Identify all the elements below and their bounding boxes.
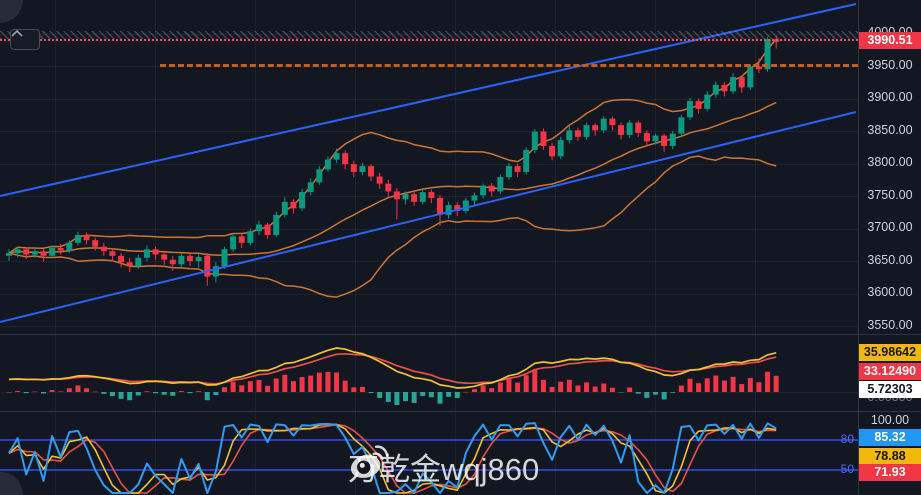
macd-panel bbox=[6, 347, 779, 405]
grid-line-horizontal bbox=[0, 34, 858, 35]
price-axis-label: 3850.00 bbox=[867, 123, 913, 137]
grid-line-vertical bbox=[255, 0, 256, 495]
grid-line-vertical bbox=[655, 0, 656, 495]
macd-badge-2: 5.72303 bbox=[859, 381, 921, 398]
ref-line-80-label: 80 bbox=[840, 432, 854, 446]
last-price-dotted-line[interactable] bbox=[0, 39, 858, 41]
candles bbox=[6, 35, 780, 286]
grid-line-vertical bbox=[455, 0, 456, 495]
stoch-badge-2: 71.93 bbox=[859, 464, 921, 481]
price-axis-label: 3550.00 bbox=[867, 318, 913, 332]
chart-canvas[interactable] bbox=[0, 0, 858, 495]
grid-line-vertical bbox=[755, 0, 756, 495]
macd-badge-1: 33.12490 bbox=[859, 363, 921, 380]
axis-separator[interactable] bbox=[858, 0, 859, 495]
parallel-channel[interactable] bbox=[0, 3, 857, 323]
last-price-badge: 3990.51 bbox=[859, 32, 921, 49]
collapse-drawing-button[interactable] bbox=[10, 29, 40, 50]
grid-line-horizontal bbox=[0, 164, 858, 165]
stoch-panel bbox=[0, 422, 858, 494]
price-axis-label: 3650.00 bbox=[867, 253, 913, 267]
stoch-badge-0: 85.32 bbox=[859, 429, 921, 446]
grid-line-horizontal bbox=[0, 294, 858, 295]
bollinger-bands bbox=[8, 38, 777, 298]
price-axis-label: 3750.00 bbox=[867, 188, 913, 202]
grid-line-vertical bbox=[55, 0, 56, 495]
watermark-text: 万乾金wqj860 bbox=[348, 452, 540, 487]
price-axis-label: 3600.00 bbox=[867, 285, 913, 299]
grid-line-horizontal bbox=[0, 131, 858, 132]
watermark: 万乾金wqj860 bbox=[348, 444, 539, 489]
grid-line-horizontal bbox=[0, 261, 858, 262]
resistance-dashed-line[interactable] bbox=[160, 64, 858, 67]
macd-badge-0: 35.98642 bbox=[859, 344, 921, 361]
price-axis[interactable]: 4000.003950.003900.003850.003800.003750.… bbox=[859, 0, 921, 495]
price-axis-label: 3950.00 bbox=[867, 58, 913, 72]
price-axis-label: 3700.00 bbox=[867, 220, 913, 234]
price-axis-label: 100.00 bbox=[870, 413, 910, 427]
chevron-up-icon bbox=[11, 30, 23, 37]
weibo-icon bbox=[350, 445, 388, 478]
grid-line-vertical bbox=[555, 0, 556, 495]
ref-line-50-label: 50 bbox=[840, 462, 854, 476]
price-range-hatch[interactable] bbox=[0, 31, 858, 39]
panel-separator-2[interactable] bbox=[0, 411, 921, 412]
grid-line-horizontal bbox=[0, 326, 858, 327]
price-axis-label: 3900.00 bbox=[867, 90, 913, 104]
stoch-badge-1: 78.88 bbox=[859, 448, 921, 465]
grid-line-vertical bbox=[355, 0, 356, 495]
price-axis-label: 3800.00 bbox=[867, 155, 913, 169]
panel-separator-1[interactable] bbox=[0, 334, 921, 335]
